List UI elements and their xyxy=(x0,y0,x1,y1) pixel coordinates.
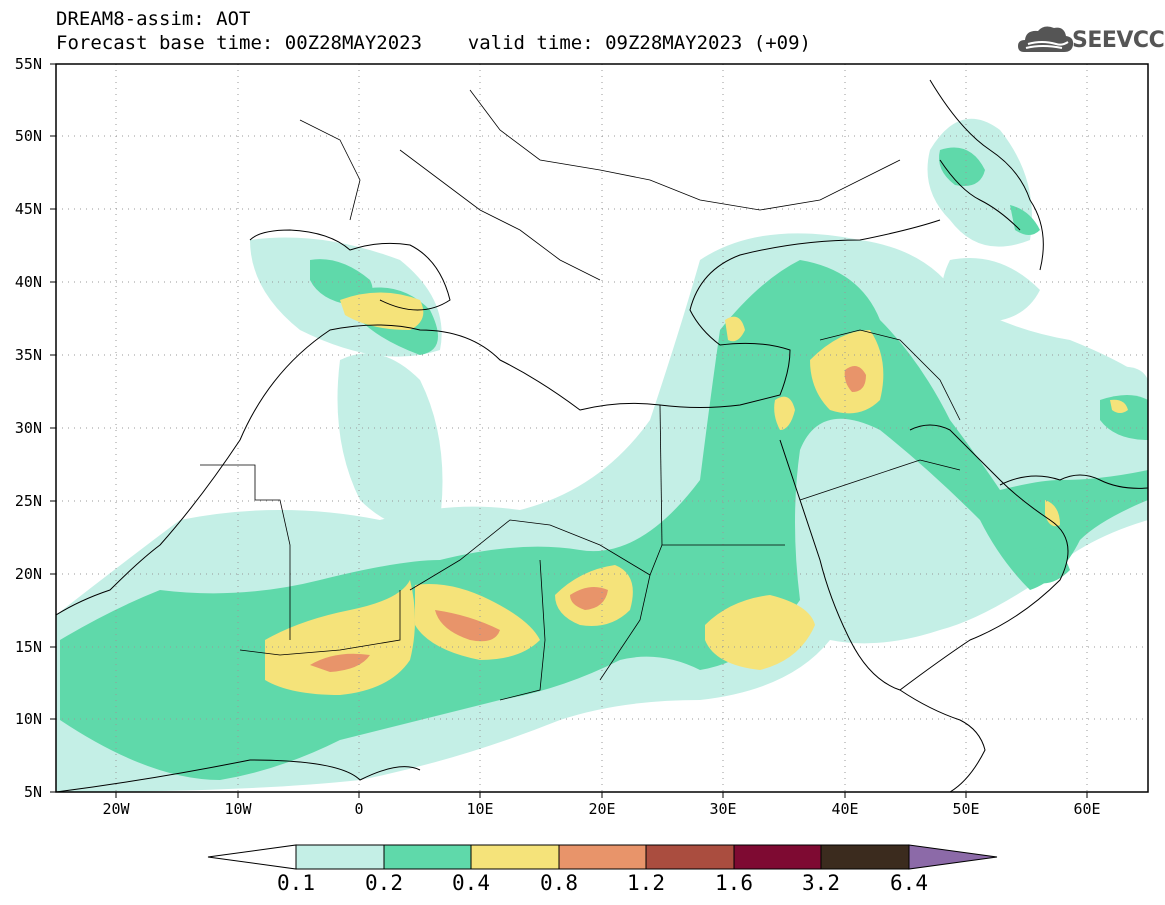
cloud-icon xyxy=(1018,26,1074,52)
colorbar-bin-5 xyxy=(733,844,822,870)
lat-label-45n: 45N xyxy=(14,200,42,218)
logo-text: SEEVCCC xyxy=(1072,28,1165,53)
lon-label-10w: 10W xyxy=(224,800,252,818)
colorbar-label: 6.4 xyxy=(890,871,928,895)
colorbar-bin-0 xyxy=(295,844,385,870)
colorbar-label: 0.1 xyxy=(277,871,315,895)
colorbar-label: 0.8 xyxy=(540,871,578,895)
lat-label-55n: 55N xyxy=(14,55,42,73)
colorbar-label: 0.4 xyxy=(452,871,490,895)
lat-label-50n: 50N xyxy=(14,127,42,145)
coastlines xyxy=(56,79,1148,792)
forecast-time-subtitle: Forecast base time: 00Z28MAY2023 valid t… xyxy=(56,32,811,54)
lon-label-60e: 60E xyxy=(1073,800,1101,818)
lon-label-10e: 10E xyxy=(466,800,494,818)
country-borders xyxy=(200,89,961,701)
colorbar-bin-6 xyxy=(820,844,910,870)
lon-label-20e: 20E xyxy=(588,800,616,818)
colorbar-label: 1.6 xyxy=(715,871,753,895)
lon-label-0: 0 xyxy=(354,800,364,818)
lat-label-20n: 20N xyxy=(14,565,42,583)
lat-label-40n: 40N xyxy=(14,273,42,291)
colorbar-label: 3.2 xyxy=(802,871,840,895)
aot-field-0.8 xyxy=(310,366,866,672)
lon-label-20w: 20W xyxy=(102,800,130,818)
colorbar-label: 0.2 xyxy=(365,871,403,895)
colorbar-extend-low xyxy=(207,844,297,870)
map-title: DREAM8-assim: AOT xyxy=(56,8,251,30)
lat-label-25n: 25N xyxy=(14,492,42,510)
colorbar-bin-1 xyxy=(383,844,472,870)
lon-label-40e: 40E xyxy=(831,800,859,818)
colorbar-extend-high xyxy=(908,844,998,870)
colorbar-bin-4 xyxy=(645,844,735,870)
axis-ticks xyxy=(50,63,1088,798)
lat-label-15n: 15N xyxy=(14,638,42,656)
colorbar-bin-2 xyxy=(470,844,560,870)
lat-label-5n: 5N xyxy=(23,783,42,801)
lon-label-50e: 50E xyxy=(952,800,980,818)
aot-field-0.4 xyxy=(265,292,1128,695)
colorbar-label: 1.2 xyxy=(627,871,665,895)
lon-label-30e: 30E xyxy=(709,800,737,818)
gridlines xyxy=(56,64,1148,792)
lat-label-35n: 35N xyxy=(14,346,42,364)
lat-label-30n: 30N xyxy=(14,419,42,437)
colorbar-bin-3 xyxy=(558,844,647,870)
lat-label-10n: 10N xyxy=(14,710,42,728)
